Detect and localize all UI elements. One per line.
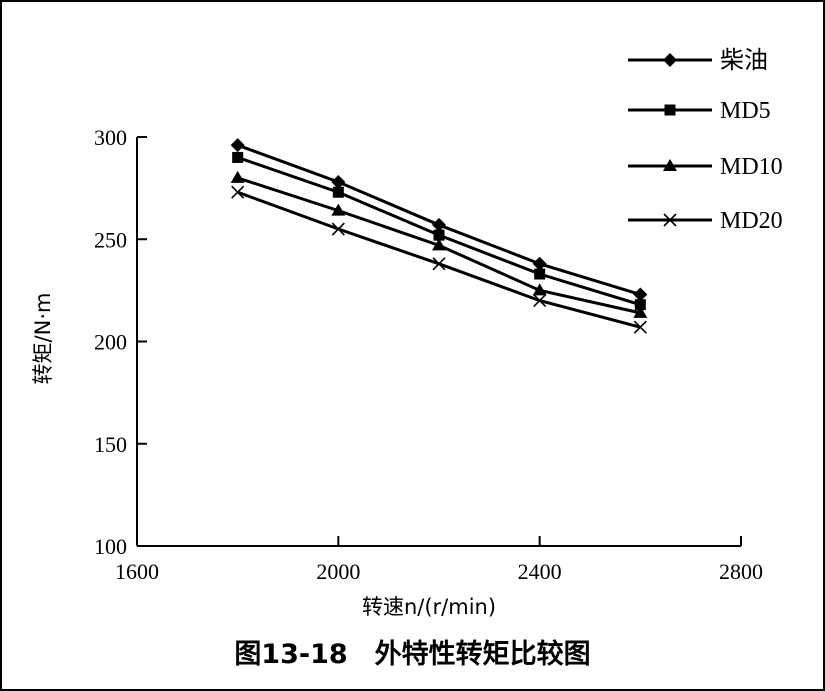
data-point [533,294,547,308]
data-point [230,170,245,183]
legend-entry: MD5 [628,98,771,124]
data-point [432,217,446,232]
series-1 [230,138,648,302]
data-point [432,257,446,271]
data-point [532,283,547,296]
x-tick-label: 2800 [719,559,763,584]
data-point [231,185,245,199]
data-point [633,305,648,318]
legend-marker [663,53,677,67]
legend-label: MD10 [720,154,783,180]
x-tick-label: 2000 [316,559,360,584]
series-line [237,190,641,329]
chart-legend: 柴油 MD5 MD10 MD20 [628,47,783,234]
series-4 [231,185,647,334]
legend-label: MD20 [720,208,783,234]
y-tick-label: 250 [94,227,127,252]
data-point [633,287,648,302]
data-point [534,268,546,280]
x-axis-label: 转速n/(r/min) [362,595,496,619]
legend-label: MD5 [720,98,771,124]
data-point [532,256,547,271]
data-point [433,229,445,241]
y-tick-label: 150 [94,432,127,457]
data-point [230,138,245,153]
series-3 [230,170,648,318]
data-point [331,174,346,189]
data-point [634,299,646,311]
legend-marker [663,159,677,171]
data-point [232,151,244,163]
y-axis-label: 转矩/N·m [31,293,55,385]
legend-entry: MD20 [628,208,783,234]
y-tick-label: 100 [94,534,127,559]
figure-caption: 图13-18 外特性转矩比较图 [234,639,591,670]
series-2 [232,151,646,311]
legend-label: 柴油 [720,47,768,74]
chart-series [230,138,648,334]
data-point [432,238,446,251]
legend-marker [663,213,677,227]
x-tick-label: 1600 [115,559,159,584]
y-tick-label: 200 [94,330,127,355]
chart-axes: 100 150 200 250 300 1600 2000 2400 2800 [94,125,763,584]
data-point [331,222,345,236]
data-point [332,186,344,198]
legend-entry: MD10 [628,154,783,180]
y-tick-label: 300 [94,125,127,150]
data-point [633,320,647,334]
x-tick-label: 2400 [518,559,562,584]
legend-entry: 柴油 [628,47,768,74]
data-point [331,203,346,216]
legend-marker [664,104,676,116]
